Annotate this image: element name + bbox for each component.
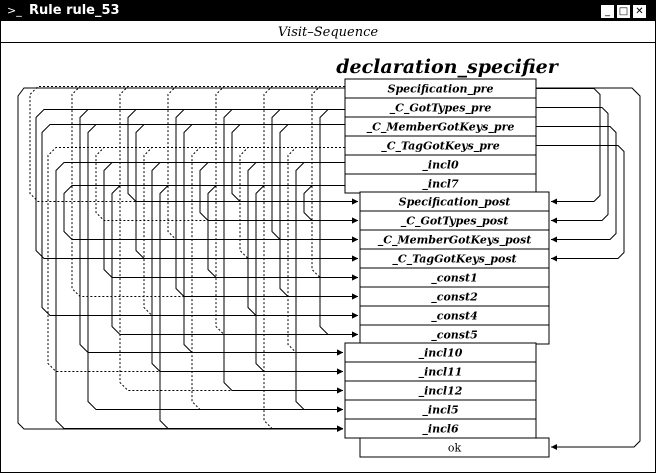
- svg-text:_const1: _const1: [431, 272, 477, 286]
- node-ok[interactable]: ok: [359, 437, 550, 458]
- connector-line: [159, 185, 345, 432]
- svg-text:ok: ok: [448, 442, 462, 455]
- connector-line: [287, 147, 345, 356]
- close-button[interactable]: ✕: [632, 4, 647, 19]
- svg-text:_const4: _const4: [431, 310, 477, 324]
- svg-text:_C_GotTypes_pre: _C_GotTypes_pre: [390, 102, 492, 116]
- svg-text:_const2: _const2: [431, 291, 478, 305]
- minimize-button[interactable]: _: [600, 4, 615, 19]
- connector-line: [319, 109, 358, 338]
- svg-text:_C_TagGotKeys_post: _C_TagGotKeys_post: [392, 253, 516, 267]
- svg-text:_incl5: _incl5: [422, 404, 458, 418]
- svg-text:_incl12: _incl12: [419, 385, 463, 399]
- svg-text:_C_GotTypes_post: _C_GotTypes_post: [401, 215, 509, 229]
- node-incl10[interactable]: _incl10: [344, 342, 537, 363]
- connector-line: [536, 145, 625, 262]
- node-incl6[interactable]: _incl6: [344, 418, 537, 439]
- connector-line: [199, 162, 358, 224]
- connector-line: [231, 124, 358, 205]
- node-incl7[interactable]: _incl7: [344, 173, 537, 194]
- connector-line: [175, 109, 358, 300]
- connector-line: [127, 109, 358, 205]
- window-title: Rule rule_53: [29, 3, 120, 18]
- node-incl11[interactable]: _incl11: [344, 361, 537, 382]
- connector-line: [103, 162, 358, 281]
- connector-line: [167, 86, 358, 243]
- layers-icon[interactable]: >_: [7, 4, 22, 17]
- connector-line: [263, 86, 345, 432]
- connector-line: [536, 126, 617, 243]
- node-const2[interactable]: _const2: [359, 286, 550, 307]
- diagram-heading: declaration_specifier: [336, 56, 560, 78]
- svg-text:_incl0: _incl0: [422, 159, 459, 173]
- connector-line: [151, 162, 345, 375]
- node-c-membergotkeys-pre[interactable]: _C_MemberGotKeys_pre: [344, 116, 537, 137]
- connector-line: [279, 124, 358, 300]
- connector-line: [247, 162, 358, 319]
- node-const5[interactable]: _const5: [359, 324, 550, 345]
- connector-line: [95, 147, 358, 224]
- node-c-taggotkeys-pre[interactable]: _C_TagGotKeys_pre: [344, 135, 537, 156]
- connector-line: [71, 86, 358, 300]
- node-specification-pre[interactable]: Specification_pre: [344, 78, 537, 99]
- svg-text:_incl6: _incl6: [422, 423, 459, 437]
- connector-line: [55, 162, 345, 432]
- node-incl0[interactable]: _incl0: [344, 154, 537, 175]
- node-const4[interactable]: _const4: [359, 305, 550, 326]
- connector-line: [183, 124, 345, 356]
- svg-text:_C_TagGotKeys_pre: _C_TagGotKeys_pre: [381, 140, 499, 154]
- connector-line: [29, 86, 358, 205]
- connector-line: [63, 185, 358, 243]
- connector-line: [271, 109, 358, 243]
- connector-line: [311, 86, 358, 281]
- connector-line: [295, 162, 345, 413]
- connector-line: [111, 185, 358, 338]
- svg-text:_incl10: _incl10: [419, 347, 463, 361]
- visit-sequence-label: Visit–Sequence: [1, 23, 655, 43]
- title-bar[interactable]: >_ Rule rule_53 _ □ ✕: [1, 1, 655, 21]
- svg-text:Specification_pre: Specification_pre: [388, 83, 494, 97]
- connector-line: [207, 185, 358, 281]
- svg-text:_const5: _const5: [431, 329, 477, 343]
- connector-line: [215, 86, 358, 338]
- connector-line: [47, 147, 345, 375]
- node-incl12[interactable]: _incl12: [344, 380, 537, 401]
- connector-line: [119, 86, 345, 394]
- connector-line: [223, 109, 345, 394]
- node-c-gottypes-pre[interactable]: _C_GotTypes_pre: [344, 97, 537, 118]
- connector-line: [255, 185, 345, 375]
- connector-line: [35, 109, 358, 262]
- connector-line: [79, 109, 345, 356]
- svg-text:_C_MemberGotKeys_post: _C_MemberGotKeys_post: [378, 234, 532, 248]
- connector-line: [536, 107, 609, 224]
- svg-text:_incl11: _incl11: [419, 366, 463, 380]
- connector-line: [87, 124, 345, 413]
- maximize-button[interactable]: □: [616, 4, 631, 19]
- svg-text:Specification_post: Specification_post: [399, 196, 511, 210]
- node-incl5[interactable]: _incl5: [344, 399, 537, 420]
- svg-text:_incl7: _incl7: [422, 178, 459, 192]
- connector-line: [135, 124, 358, 262]
- node-specification-post[interactable]: Specification_post: [359, 191, 550, 212]
- svg-text:_C_MemberGotKeys_pre: _C_MemberGotKeys_pre: [367, 121, 515, 135]
- node-const1[interactable]: _const1: [359, 267, 550, 288]
- connector-line: [239, 147, 358, 262]
- node-c-membergotkeys-post[interactable]: _C_MemberGotKeys_post: [359, 229, 550, 250]
- node-c-gottypes-post[interactable]: _C_GotTypes_post: [359, 210, 550, 231]
- node-c-taggotkeys-post[interactable]: _C_TagGotKeys_post: [359, 248, 550, 269]
